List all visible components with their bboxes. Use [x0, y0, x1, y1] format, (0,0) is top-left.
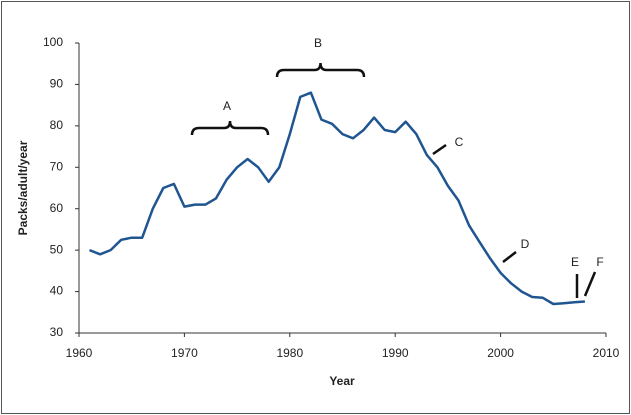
- y-tick-label: 100: [43, 35, 63, 49]
- annotation-mark: [275, 62, 366, 78]
- y-tick-label: 70: [50, 159, 64, 173]
- x-tick-label: 1970: [171, 346, 198, 360]
- x-tick-label: 1980: [276, 346, 303, 360]
- y-tick-label: 60: [50, 201, 64, 215]
- annotation-mark: [432, 143, 447, 156]
- y-tick-label: 30: [50, 325, 64, 339]
- annotation-label: B: [314, 36, 322, 50]
- y-tick-label: 50: [50, 242, 64, 256]
- annotation-label: A: [223, 99, 231, 113]
- data-line: [89, 91, 585, 306]
- y-tick-label: 40: [50, 284, 64, 298]
- annotation-label: C: [455, 135, 464, 149]
- annotation-mark: [190, 120, 270, 136]
- x-tick-label: 1990: [382, 346, 409, 360]
- annotation-label: F: [596, 255, 603, 269]
- y-axis-label: Packs/adult/year: [16, 140, 30, 235]
- annotation-label: E: [571, 255, 579, 269]
- x-tick-label: 1960: [66, 346, 93, 360]
- annotation-mark: [583, 271, 597, 297]
- x-axis-label: Year: [329, 374, 355, 388]
- annotation-label: D: [521, 237, 530, 251]
- x-tick-label: 2000: [487, 346, 514, 360]
- y-tick-label: 80: [50, 118, 64, 132]
- annotation-mark: [502, 251, 517, 263]
- x-tick-label: 2010: [593, 346, 620, 360]
- y-tick-label: 90: [50, 77, 64, 91]
